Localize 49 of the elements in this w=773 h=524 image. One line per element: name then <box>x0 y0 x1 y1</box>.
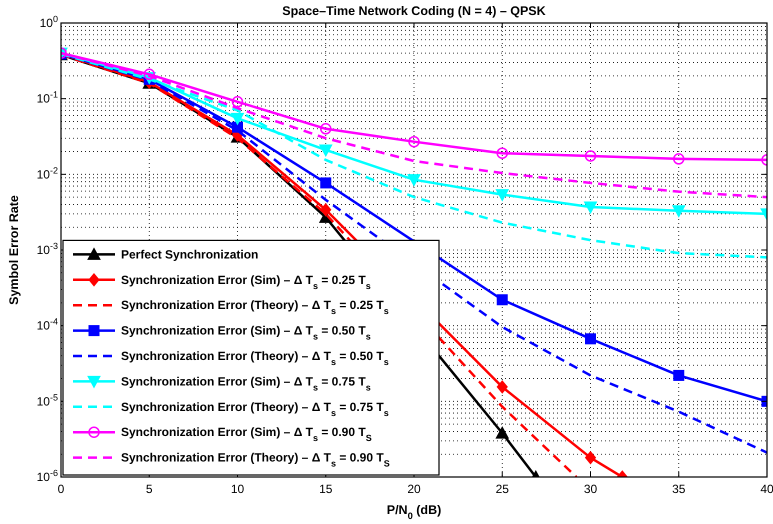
point <box>585 333 596 344</box>
x-tick-label: 25 <box>496 482 510 496</box>
point <box>496 147 508 159</box>
chart-title: Space–Time Network Coding (N = 4) – QPSK <box>282 4 546 18</box>
point <box>408 174 420 186</box>
y-tick-label: 10$^{-4}$ <box>36 316 58 333</box>
x-tick-label: 10 <box>230 482 244 496</box>
legend-label: Synchronization Error (Sim) – Δ T$_{s}$ = 0.75 T$_{s}$ <box>121 374 371 392</box>
x-tick-label: 15 <box>319 482 333 496</box>
x-tick-label: 40 <box>760 482 773 496</box>
point <box>232 96 244 108</box>
point <box>584 150 596 162</box>
point <box>320 203 332 216</box>
point <box>320 123 332 135</box>
legend-label: Synchronization Error (Sim) – Δ T$_{s}$ = 0.90 T$_{S}$ <box>121 425 372 444</box>
point <box>496 426 509 439</box>
point <box>672 205 686 218</box>
x-tick-label: 0 <box>58 482 65 496</box>
point <box>319 144 332 156</box>
legend-label: Synchronization Error (Sim) – Δ T$_{s}$ = 0.50 T$_{s}$ <box>121 324 371 342</box>
legend-label: Synchronization Error (Theory) – Δ T$_{s}$ = 0.90 T$_{S}$ <box>121 450 390 469</box>
x-tick-label: 35 <box>672 482 686 496</box>
x-axis-title: P/N$_{0}$ (dB) <box>386 503 442 521</box>
point <box>673 370 684 381</box>
point <box>496 294 508 306</box>
point <box>144 68 155 80</box>
legend-label: Synchronization Error (Theory) – Δ T$_{s}$ = 0.50 T$_{s}$ <box>121 349 389 367</box>
point <box>320 177 332 188</box>
point <box>496 380 508 394</box>
point <box>584 202 597 214</box>
legend-label: Synchronization Error (Theory) – Δ T$_{s}$ = 0.25 T$_{s}$ <box>121 298 389 316</box>
y-tick-label: 10$^{-1}$ <box>36 90 58 106</box>
y-tick-label: 10$^{-2}$ <box>36 165 58 182</box>
x-tick-label: 20 <box>407 482 421 496</box>
point <box>585 451 596 464</box>
x-tick-label: 30 <box>584 482 598 496</box>
x-tick-label: 5 <box>146 482 153 496</box>
legend-label: Synchronization Error (Theory) – Δ T$_{s}$ = 0.75 T$_{s}$ <box>121 400 389 418</box>
point <box>231 112 244 125</box>
legend-label: Synchronization Error (Sim) – Δ T$_{s}$ = 0.25 T$_{s}$ <box>121 272 371 291</box>
y-tick-label: 10$^{-5}$ <box>36 392 58 408</box>
point <box>496 189 509 202</box>
point <box>673 153 684 165</box>
y-axis-title: Symbol Error Rate <box>7 195 21 305</box>
y-tick-label: 10$^{-3}$ <box>36 241 58 257</box>
y-tick-label: 10$^{0}$ <box>40 14 58 30</box>
point <box>408 136 420 148</box>
legend-label: Perfect Synchronization <box>121 247 258 262</box>
y-tick-label: 10$^{-6}$ <box>36 468 58 484</box>
